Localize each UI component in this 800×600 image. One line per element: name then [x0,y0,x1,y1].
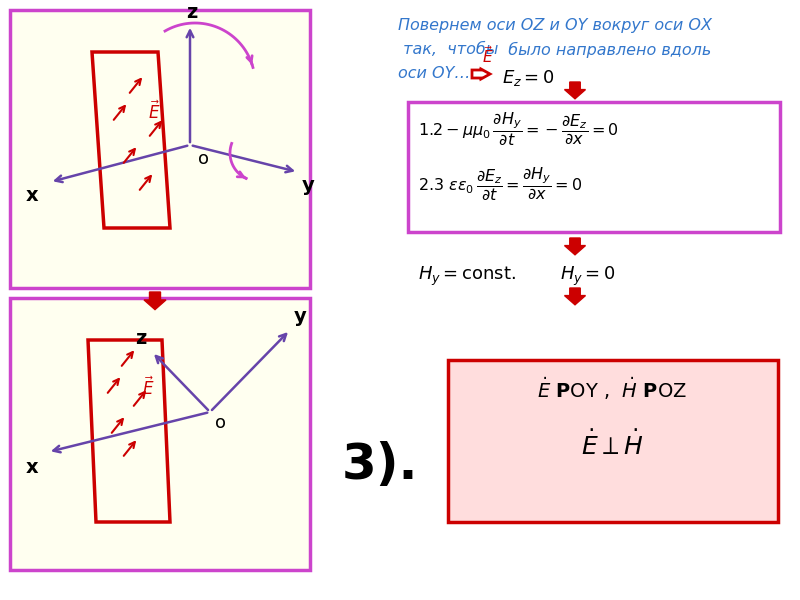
FancyBboxPatch shape [448,360,778,522]
Text: $E_z = 0$: $E_z = 0$ [502,68,554,88]
Text: z: z [134,329,146,348]
Text: $2.3\ \varepsilon\varepsilon_0\,\dfrac{\partial E_z}{\partial t} = \dfrac{\parti: $2.3\ \varepsilon\varepsilon_0\,\dfrac{\… [418,165,582,202]
Text: o: o [198,150,209,168]
Text: z: z [186,3,198,22]
Text: $\dot{E} \perp \dot{H}$: $\dot{E} \perp \dot{H}$ [581,430,643,460]
Polygon shape [565,288,586,305]
Text: было направлено вдоль: было направлено вдоль [498,42,711,58]
Text: $H_y = \mathrm{const.}$: $H_y = \mathrm{const.}$ [418,265,516,288]
Text: $H_y = 0$: $H_y = 0$ [560,265,616,288]
Text: o: o [215,414,226,432]
Text: x: x [26,186,38,205]
Text: Повернем оси OZ и OY вокруг оси ОХ: Повернем оси OZ и OY вокруг оси ОХ [398,18,712,33]
Text: $1.2 - \mu\mu_0\,\dfrac{\partial H_y}{\partial t} = -\dfrac{\partial E_z}{\parti: $1.2 - \mu\mu_0\,\dfrac{\partial H_y}{\p… [418,110,618,147]
Text: $\vec{E}$: $\vec{E}$ [148,101,161,123]
FancyBboxPatch shape [10,298,310,570]
Text: так,  чтобы: так, чтобы [398,42,498,57]
FancyBboxPatch shape [10,10,310,288]
Text: $\vec{E}$: $\vec{E}$ [482,45,494,66]
Polygon shape [565,238,586,255]
FancyBboxPatch shape [408,102,780,232]
Text: x: x [26,458,38,477]
Text: $\vec{E}$: $\vec{E}$ [142,377,154,399]
Text: оси OY…: оси OY… [398,66,470,81]
Text: $\dot{E}$ $\mathbf{P}$OY ,  $\dot{H}$ $\mathbf{P}$OZ: $\dot{E}$ $\mathbf{P}$OY , $\dot{H}$ $\m… [537,375,687,401]
Polygon shape [565,82,586,99]
Text: y: y [294,307,306,326]
Text: 3).: 3). [342,441,418,489]
Polygon shape [144,292,166,310]
Text: y: y [302,176,314,195]
